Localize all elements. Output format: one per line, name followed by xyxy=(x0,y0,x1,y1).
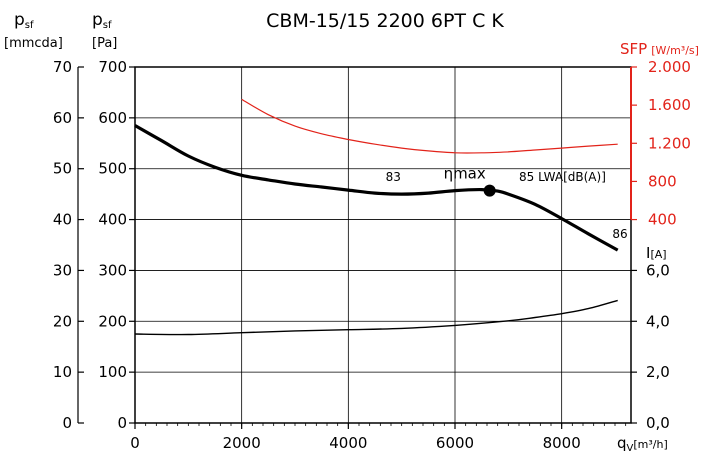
mmcda-tick-label: 50 xyxy=(53,160,72,178)
mmcda-axis-label: psf xyxy=(14,10,34,31)
pa-tick-label: 700 xyxy=(98,58,127,76)
chart-title: CBM-15/15 2200 6PT C K xyxy=(266,10,504,32)
sfp-tick-label: 1.200 xyxy=(648,134,691,152)
eta-max-point xyxy=(483,184,496,197)
sfp-tick-label: 400 xyxy=(648,211,677,229)
current-tick-label: 4,0 xyxy=(646,312,670,330)
grid-lines xyxy=(135,67,631,423)
mmcda-tick-label: 0 xyxy=(62,414,72,432)
pa-axis-unit: [Pa] xyxy=(92,36,117,51)
mmcda-tick-label: 70 xyxy=(53,58,72,76)
mmcda-tick-label: 20 xyxy=(53,312,72,330)
series-layer xyxy=(134,98,619,336)
x-tick-label: 2000 xyxy=(223,434,261,452)
pa-tick-label: 600 xyxy=(98,109,127,127)
pa-tick-label: 100 xyxy=(98,363,127,381)
x-tick-label: 4000 xyxy=(329,434,367,452)
x-tick-label: 0 xyxy=(130,434,140,452)
plot-frame xyxy=(134,66,632,424)
x-axis-label: qV[m³/h] xyxy=(617,434,668,454)
pa-tick-label: 400 xyxy=(98,211,127,229)
pa-axis-label: psf xyxy=(92,10,112,31)
pressure-curve xyxy=(134,124,619,252)
current-tick-label: 2,0 xyxy=(646,363,670,381)
pa-tick-label: 0 xyxy=(117,414,127,432)
sfp-tick-label: 1.600 xyxy=(648,96,691,114)
current-tick-label: 6,0 xyxy=(646,261,670,279)
sound-power-label-85: 85 LWA[dB(A)] xyxy=(519,170,606,184)
pa-tick-label: 300 xyxy=(98,261,127,279)
mmcda-tick-label: 40 xyxy=(53,211,72,229)
eta-max-label: ηmax xyxy=(444,165,486,183)
mmcda-axis-unit: [mmcda] xyxy=(4,36,63,51)
x-tick-label: 8000 xyxy=(543,434,581,452)
sound-power-label-86: 86 xyxy=(612,227,627,241)
mmcda-tick-label: 60 xyxy=(53,109,72,127)
sfp-tick-label: 800 xyxy=(648,172,677,190)
mmcda-tick-label: 30 xyxy=(53,261,72,279)
pa-tick-label: 500 xyxy=(98,160,127,178)
current-axis-label: I[A] xyxy=(646,244,667,262)
current-tick-label: 0,0 xyxy=(646,414,670,432)
x-tick-label: 6000 xyxy=(436,434,474,452)
pa-tick-label: 200 xyxy=(98,312,127,330)
sfp-axis-label: SFP [W/m³/s] xyxy=(620,40,699,58)
current-curve xyxy=(134,299,618,336)
sfp-tick-label: 2.000 xyxy=(648,58,691,76)
sfp-curve xyxy=(241,98,618,154)
mmcda-tick-label: 10 xyxy=(53,363,72,381)
sound-power-label-83: 83 xyxy=(386,170,401,184)
